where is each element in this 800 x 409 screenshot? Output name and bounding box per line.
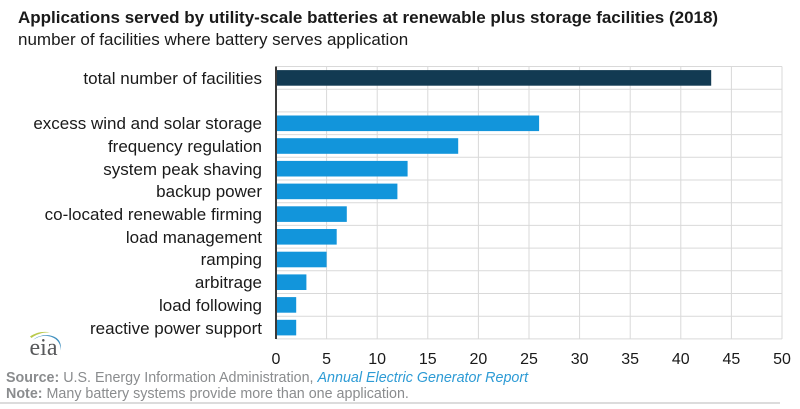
svg-text:eia: eia (30, 335, 58, 360)
